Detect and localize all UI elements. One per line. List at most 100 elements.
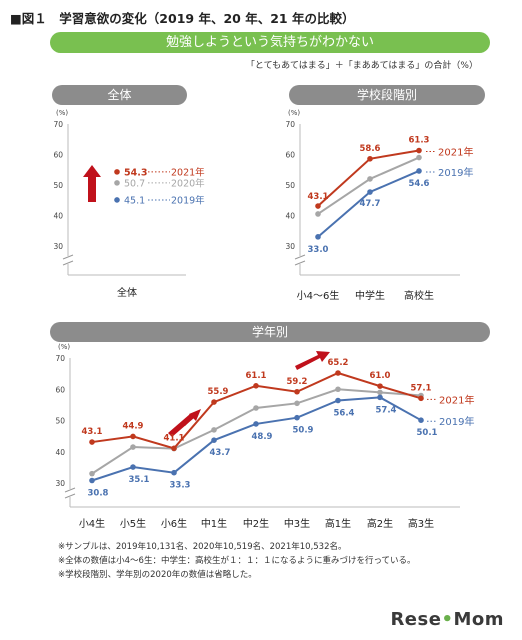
grade-point-1 <box>294 400 300 407</box>
grade-point-0 <box>211 399 217 405</box>
overall-point-1 <box>114 180 120 186</box>
footnote: ※サンプルは、2019年10,131名、2020年10,519名、2021年10… <box>58 542 347 552</box>
grade-category-label: 高2生 <box>367 517 393 530</box>
grade-point-2 <box>418 417 424 423</box>
grade-data-label-2019: 35.1 <box>129 475 150 485</box>
grade-data-label-2019: 30.8 <box>88 489 109 499</box>
grade-data-label-2019: 50.9 <box>293 426 314 436</box>
grade-point-0 <box>377 383 383 389</box>
grade-category-label: 高3生 <box>408 517 434 530</box>
grade-plot: 小4生 小5生 小6生 中1生 中2生 中3生 高1生 高2生 高3生 43.1 44.9 41.1 5… <box>79 351 474 530</box>
grade-data-label-2019: 48.9 <box>252 432 273 442</box>
grade-point-0 <box>294 388 300 395</box>
overall-y-tick-label: 60 <box>53 151 63 160</box>
arrow-shape <box>168 414 194 437</box>
overall-y-tick-label: 30 <box>53 242 63 251</box>
grade-point-1 <box>253 405 259 411</box>
arrow-shape <box>295 351 330 370</box>
school-data-label-2021: 58.6 <box>360 144 381 154</box>
grade-data-label-2021: 59.2 <box>287 377 308 387</box>
grade-legend-0: 2021年 <box>439 393 474 406</box>
grade-data-label-2021: 43.1 <box>82 427 103 437</box>
increase-arrow-icon <box>295 351 330 370</box>
grade-data-label-2021: 57.1 <box>411 383 432 393</box>
figure-title: ■図１ 学習意欲の変化（2019 年、20 年、21 年の比較） <box>10 11 355 26</box>
arrow-shape <box>83 165 101 202</box>
school-category-label: 中学生 <box>355 289 385 302</box>
grade-point-2 <box>377 394 383 401</box>
grade-point-0 <box>418 395 424 402</box>
unit-note: 「とてもあてはまる」＋「まああてはまる」の合計（%） <box>245 61 478 71</box>
school-y-tick-label: 30 <box>285 242 295 251</box>
school-y-unit: (%) <box>288 109 300 117</box>
grade-point-0 <box>130 433 136 440</box>
overall-y-tick-label: 50 <box>53 181 63 190</box>
grade-axis-break <box>64 487 76 493</box>
grade-point-1 <box>377 389 383 396</box>
school-data-label-2021: 61.3 <box>409 136 430 146</box>
grade-category-label: 中1生 <box>201 517 227 530</box>
grade-panel-title: 学年別 <box>50 322 490 342</box>
grade-point-2 <box>89 477 95 484</box>
grade-data-label-2019: 43.7 <box>210 448 231 458</box>
overall-axis-break <box>62 254 74 260</box>
school-y-tick-label: 40 <box>285 212 295 221</box>
grade-point-0 <box>89 439 95 445</box>
school-point-2 <box>367 189 373 195</box>
grade-data-label-2019: 57.4 <box>376 405 397 415</box>
grade-point-2 <box>294 414 300 421</box>
school-data-label-2019: 33.0 <box>308 245 329 255</box>
overall-y-tick-label: 40 <box>53 212 63 221</box>
overall-legend-2: 2019年 <box>171 194 205 206</box>
grade-category-label: 中2生 <box>243 517 269 530</box>
overall-axis-break <box>62 260 74 266</box>
grade-point-2 <box>253 421 259 427</box>
grade-point-1 <box>130 444 136 450</box>
overall-value-label-0: 54.3 <box>124 167 147 178</box>
overall-legend-1: 2020年 <box>171 177 205 189</box>
school-y-tick-label: 60 <box>285 151 295 160</box>
increase-arrow-icon <box>83 165 101 202</box>
grade-point-0 <box>171 445 177 452</box>
grade-category-label: 小5生 <box>120 517 146 530</box>
grade-axis: (%) 30 40 50 60 70 <box>55 343 460 508</box>
school-stage-panel-title: 学校段階別 <box>289 85 485 105</box>
school-point-1 <box>315 211 321 217</box>
overall-plot: 全体 54.3 2021年 50.7 2020年 45.1 2019年 <box>83 165 205 299</box>
grade-category-label: 高1生 <box>325 517 351 530</box>
school-y-tick-label: 70 <box>285 120 295 129</box>
grade-data-label-2019: 33.3 <box>170 481 191 491</box>
grade-point-1 <box>335 386 341 393</box>
grade-data-label-2021: 41.1 <box>164 433 185 443</box>
footnotes: ※サンプルは、2019年10,131名、2020年10,519名、2021年10… <box>58 540 416 582</box>
banner-heading: 勉強しようという気持ちがわかない <box>50 32 490 53</box>
grade-data-label-2021: 44.9 <box>123 421 144 431</box>
school-axis-break <box>294 254 306 260</box>
overall-axis: (%) 30 40 50 60 70 <box>53 109 186 276</box>
footnote: ※学校段階別、学年別の2020年の数値は省略した。 <box>58 570 257 580</box>
grade-y-tick-label: 30 <box>55 479 65 488</box>
school-category-label: 小4～6生 <box>297 289 340 302</box>
overall-point-0 <box>114 169 120 175</box>
increase-arrow-icon <box>168 409 201 437</box>
overall-point-2 <box>114 197 120 203</box>
grade-category-label: 小6生 <box>161 517 187 530</box>
resemom-logo: Rese•Mom <box>390 609 504 630</box>
overall-value-label-2: 45.1 <box>124 195 145 206</box>
overall-legend-0: 2021年 <box>171 166 205 178</box>
school-y-tick-label: 50 <box>285 181 295 190</box>
school-axis: (%) 30 40 50 60 70 <box>285 109 460 276</box>
grade-y-tick-label: 60 <box>55 385 65 394</box>
grade-y-tick-label: 40 <box>55 448 65 457</box>
grade-point-1 <box>89 470 95 477</box>
overall-value-label-1: 50.7 <box>124 178 145 189</box>
grade-point-2 <box>211 437 217 443</box>
school-point-1 <box>367 176 373 182</box>
grade-category-label: 中3生 <box>284 517 310 530</box>
grade-y-tick-label: 50 <box>55 417 65 426</box>
school-category-label: 高校生 <box>404 289 434 302</box>
school-point-1 <box>416 154 422 161</box>
overall-y-tick-label: 70 <box>53 120 63 129</box>
grade-data-label-2021: 61.0 <box>370 371 391 381</box>
